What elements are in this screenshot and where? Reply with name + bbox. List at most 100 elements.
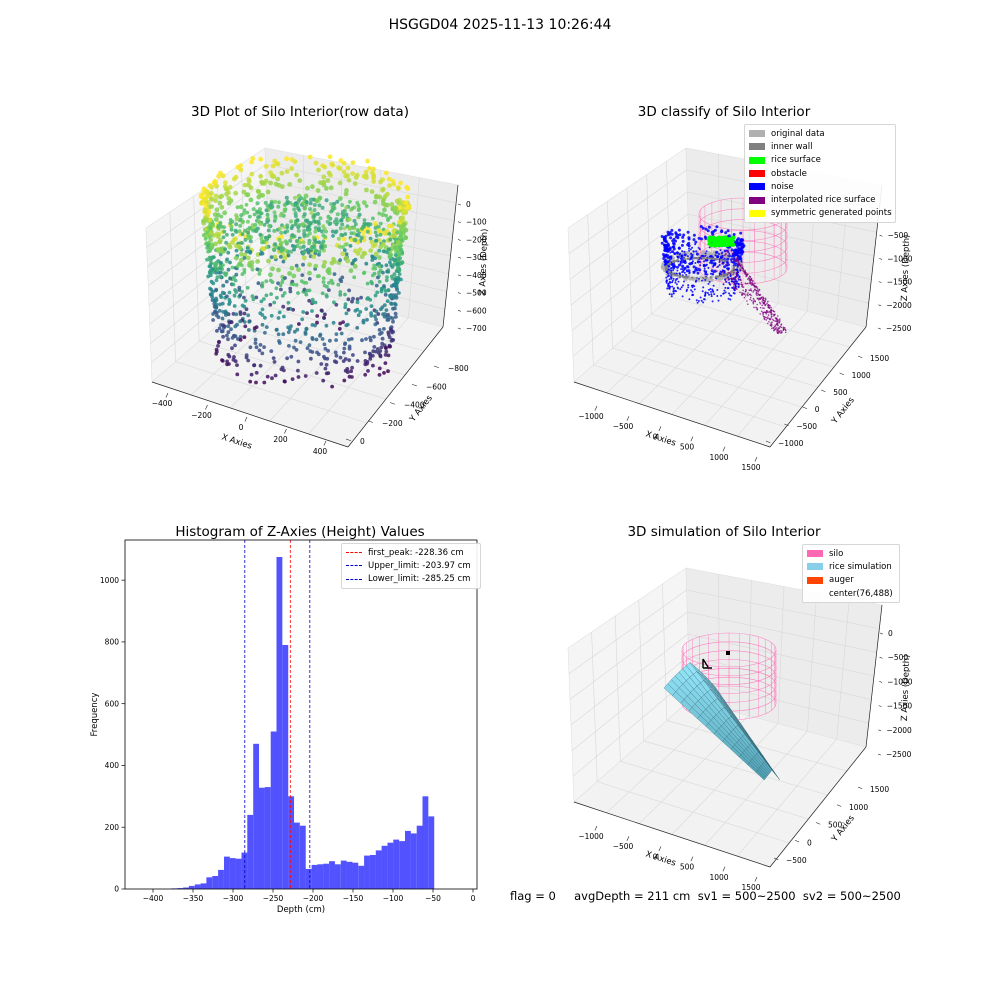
data-point <box>260 313 265 317</box>
noise-point <box>665 276 668 279</box>
data-point <box>242 335 247 340</box>
y-tick-label: −600 <box>426 382 447 391</box>
data-point <box>254 345 259 350</box>
histogram-bar <box>235 858 242 889</box>
interpolated-point <box>747 278 749 281</box>
data-point <box>223 313 228 317</box>
data-point <box>289 249 293 254</box>
data-point <box>219 260 223 265</box>
data-point <box>313 248 318 253</box>
interpolated-point <box>772 310 775 313</box>
interpolated-point <box>780 326 783 329</box>
interpolated-point <box>727 269 729 271</box>
data-point <box>243 324 248 329</box>
noise-point <box>709 261 711 264</box>
data-point <box>216 315 221 320</box>
data-point <box>383 249 387 254</box>
data-point <box>235 264 240 269</box>
data-point <box>309 211 314 215</box>
y-tick-label: −400 <box>404 401 425 410</box>
z-tick-label-mark <box>879 234 883 237</box>
data-point <box>224 271 229 276</box>
interpolated-point <box>718 261 721 264</box>
noise-point <box>699 225 703 228</box>
data-point <box>311 197 316 202</box>
data-point <box>281 332 286 337</box>
data-point <box>393 311 398 316</box>
inner-wall-point <box>719 258 723 262</box>
histogram-bar <box>364 855 370 889</box>
data-point <box>293 222 298 227</box>
data-point <box>269 349 274 353</box>
noise-point <box>739 231 743 235</box>
legend-swatch <box>749 130 765 138</box>
histogram-bar <box>311 864 318 889</box>
interpolated-point <box>752 283 755 286</box>
data-point <box>390 337 395 342</box>
data-point <box>265 217 270 222</box>
z-tick-label: −400 <box>466 271 487 280</box>
data-point <box>204 189 210 195</box>
data-point <box>355 300 360 305</box>
data-point <box>351 296 355 301</box>
data-point <box>342 208 347 213</box>
data-point <box>346 177 352 183</box>
data-point <box>289 354 294 359</box>
data-point <box>302 212 307 217</box>
data-point <box>255 188 261 194</box>
data-point <box>337 244 342 249</box>
noise-point <box>712 284 715 287</box>
data-point <box>312 241 317 246</box>
data-point <box>394 315 398 319</box>
data-point <box>217 339 221 344</box>
interpolated-point <box>780 329 782 332</box>
data-point <box>317 274 321 278</box>
plot4-legend: silo rice simulation auger center(76,488… <box>802 544 900 604</box>
data-point <box>322 315 326 320</box>
noise-point <box>695 252 699 256</box>
x-tick-label-mark <box>658 426 662 432</box>
data-point <box>316 219 321 224</box>
data-point <box>292 345 296 350</box>
inner-wall-point <box>716 275 719 278</box>
data-point <box>344 188 349 193</box>
interpolated-point <box>750 283 753 286</box>
data-point <box>371 173 376 178</box>
data-point <box>350 299 354 304</box>
interpolated-point <box>761 299 764 301</box>
histogram-bar <box>422 796 429 889</box>
data-point <box>340 222 345 227</box>
data-point <box>203 237 208 241</box>
data-point <box>303 193 309 199</box>
data-point <box>313 229 318 234</box>
data-point <box>305 288 309 293</box>
data-point <box>336 165 341 171</box>
noise-point <box>663 246 667 250</box>
noise-point <box>669 236 673 240</box>
z-axis-label: Z Axies (Depth) <box>900 654 912 721</box>
data-point <box>218 222 223 226</box>
original-data-point <box>706 253 710 257</box>
data-point <box>347 358 352 363</box>
data-point <box>234 312 239 317</box>
data-point <box>383 292 388 297</box>
data-point <box>370 353 375 358</box>
data-point <box>397 205 403 211</box>
data-point <box>222 229 227 234</box>
data-point <box>374 283 379 288</box>
histogram-bar <box>224 856 230 889</box>
data-point <box>242 208 247 213</box>
noise-point <box>668 293 671 296</box>
data-point <box>281 304 286 309</box>
data-point <box>319 308 324 313</box>
data-point <box>393 257 398 262</box>
data-point <box>389 202 395 207</box>
y-tick-label: −500 <box>796 422 817 431</box>
data-point <box>285 229 290 234</box>
data-point <box>318 334 322 338</box>
noise-point <box>699 296 702 299</box>
interpolated-point <box>750 294 752 297</box>
noise-point <box>694 280 697 283</box>
interpolated-point <box>727 251 729 254</box>
